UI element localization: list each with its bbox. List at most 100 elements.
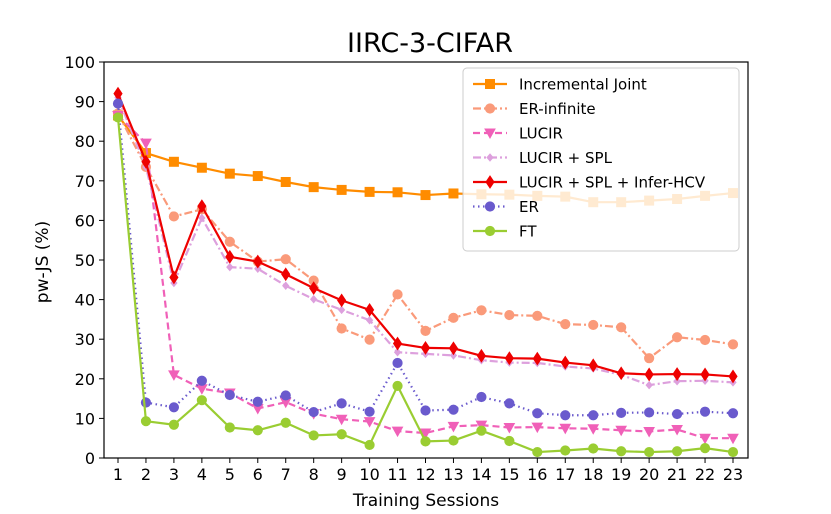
- data-point: [728, 369, 738, 384]
- data-point: [587, 424, 600, 435]
- data-point: [448, 312, 459, 323]
- data-point: [727, 408, 739, 419]
- x-axis-label: Training Sessions: [352, 491, 499, 511]
- data-point: [532, 408, 543, 419]
- series-layer: [112, 86, 739, 458]
- y-tick-label: 80: [75, 132, 95, 151]
- data-point: [391, 426, 404, 438]
- data-point: [673, 376, 681, 386]
- data-point: [560, 410, 571, 421]
- series-line: [117, 114, 733, 440]
- data-point: [671, 446, 683, 457]
- legend-marker: [484, 225, 496, 237]
- data-point: [365, 315, 374, 325]
- data-point: [727, 433, 739, 445]
- legend-label: ER-infinite: [519, 100, 596, 118]
- y-tick-label: 40: [75, 291, 95, 310]
- data-point: [476, 348, 487, 363]
- data-point: [197, 199, 207, 214]
- data-point: [308, 430, 319, 441]
- x-tick-label: 14: [471, 465, 491, 484]
- legend-marker: [485, 175, 495, 189]
- data-point: [644, 446, 655, 458]
- data-point: [196, 162, 207, 173]
- data-point: [671, 424, 683, 436]
- y-tick-label: 0: [85, 449, 95, 468]
- data-point: [644, 353, 655, 364]
- legend-item: LUCIR: [473, 125, 563, 143]
- y-axis: 0 10 20 30 40 50 60 70 80 90 100: [64, 53, 104, 468]
- data-point: [280, 176, 291, 187]
- series-lucir-spl-infer-hcv: [113, 86, 738, 384]
- data-point: [224, 389, 235, 401]
- data-point: [700, 367, 710, 382]
- data-point: [393, 347, 402, 357]
- data-point: [560, 319, 571, 330]
- legend-marker: [484, 103, 496, 114]
- legend-marker: [484, 128, 496, 140]
- data-point: [588, 358, 598, 373]
- x-tick-label: 11: [387, 465, 407, 484]
- data-point: [280, 390, 291, 401]
- data-point: [615, 425, 628, 437]
- data-point: [308, 406, 319, 418]
- data-point: [224, 236, 235, 247]
- data-point: [282, 281, 290, 291]
- data-point: [727, 339, 739, 350]
- data-point: [476, 391, 487, 403]
- data-point: [364, 186, 375, 197]
- data-point: [280, 417, 291, 428]
- x-tick-label: 13: [443, 465, 463, 484]
- data-point: [112, 98, 124, 109]
- data-point: [336, 184, 347, 195]
- data-point: [671, 408, 683, 420]
- x-tick-label: 16: [527, 465, 547, 484]
- x-tick-label: 7: [281, 465, 291, 484]
- data-point: [532, 351, 542, 366]
- x-tick-label: 19: [611, 465, 631, 484]
- data-point: [254, 264, 262, 273]
- x-tick-label: 12: [415, 465, 435, 484]
- data-point: [504, 309, 515, 321]
- data-point: [699, 334, 711, 346]
- legend-item: FT: [473, 223, 537, 241]
- data-point: [252, 396, 263, 407]
- x-tick-label: 22: [695, 465, 715, 484]
- data-point: [616, 407, 627, 418]
- y-tick-label: 90: [75, 93, 95, 112]
- data-point: [169, 270, 179, 285]
- data-point: [448, 188, 459, 199]
- data-point: [504, 398, 515, 409]
- data-point: [699, 406, 711, 417]
- data-point: [308, 182, 319, 193]
- data-point: [419, 428, 432, 440]
- y-tick-label: 100: [64, 53, 95, 72]
- data-point: [448, 404, 459, 415]
- x-tick-label: 4: [197, 465, 207, 484]
- data-point: [392, 336, 403, 351]
- data-point: [337, 305, 346, 315]
- data-point: [310, 294, 318, 304]
- data-point: [672, 367, 682, 381]
- x-tick-label: 20: [639, 465, 659, 484]
- y-tick-label: 50: [75, 251, 95, 270]
- data-point: [449, 351, 458, 360]
- data-point: [196, 384, 208, 395]
- x-tick-label: 5: [225, 465, 235, 484]
- data-point: [616, 366, 626, 381]
- data-point: [560, 445, 571, 456]
- y-tick-label: 60: [75, 211, 95, 230]
- data-point: [168, 419, 180, 430]
- data-point: [504, 435, 515, 447]
- data-point: [531, 422, 544, 434]
- data-point: [532, 446, 543, 458]
- data-point: [559, 423, 572, 435]
- x-tick-label: 21: [667, 465, 687, 484]
- x-tick-label: 6: [253, 465, 263, 484]
- legend-label: LUCIR + SPL + Infer-HCV: [519, 174, 706, 192]
- x-tick-label: 17: [555, 465, 575, 484]
- data-point: [644, 367, 654, 382]
- data-point: [225, 249, 235, 264]
- x-tick-label: 10: [359, 465, 379, 484]
- x-axis: 1 2 3 4 5 6 7 8 9 10 11 12 13 14 15 16 17 18 19 20 21 22 23: [113, 458, 743, 484]
